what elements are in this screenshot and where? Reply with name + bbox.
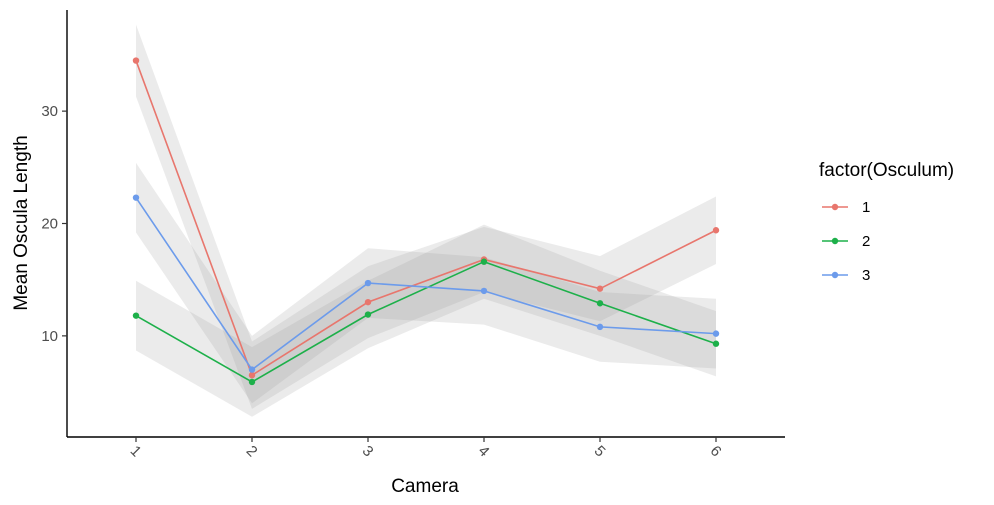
- data-point-series-1-camera-3: [364, 298, 372, 306]
- x-tick-label: 6: [707, 442, 725, 460]
- series-points: [132, 57, 720, 386]
- data-point-series-1-camera-5: [596, 285, 604, 292]
- x-tick-label: 5: [591, 442, 609, 460]
- data-point-series-3-camera-6: [712, 330, 720, 337]
- confidence-bands: [136, 24, 716, 417]
- legend-label: 2: [862, 233, 870, 250]
- data-point-series-3-camera-4: [480, 287, 488, 295]
- legend-items: 1 2 3: [822, 199, 870, 284]
- legend-key-point: [831, 237, 839, 245]
- y-tick-label: 20: [41, 216, 58, 233]
- data-point-series-3-camera-2: [248, 366, 256, 373]
- legend-key-point: [831, 271, 839, 279]
- data-point-series-1-camera-1: [132, 57, 140, 64]
- series-line-3: [135, 197, 717, 371]
- data-point-series-3-camera-3: [364, 279, 372, 287]
- x-tick-label: 3: [359, 442, 377, 460]
- legend-label: 3: [862, 267, 870, 284]
- legend-key-point: [831, 203, 839, 211]
- data-point-series-1-camera-6: [712, 227, 720, 234]
- legend-item-2: 2: [822, 233, 870, 250]
- legend: factor(Osculum) 1 2 3: [819, 160, 954, 284]
- data-point-series-1-camera-2: [248, 371, 256, 379]
- legend-item-3: 3: [822, 267, 870, 284]
- data-point-series-3-camera-1: [132, 194, 140, 201]
- x-axis-title: Camera: [391, 476, 459, 497]
- data-point-series-3-camera-5: [596, 323, 604, 331]
- x-tick-label: 4: [475, 442, 493, 460]
- data-point-series-2-camera-3: [364, 311, 372, 318]
- data-point-series-2-camera-1: [132, 312, 140, 319]
- y-tick-label: 10: [41, 328, 58, 345]
- series-lines: [135, 60, 717, 383]
- x-tick-label: 1: [127, 442, 145, 460]
- data-point-series-2-camera-5: [596, 300, 604, 307]
- y-tick-label: 30: [41, 103, 58, 120]
- x-axis-ticks: 1 2 3 4 5 6: [127, 437, 725, 460]
- series-line-2: [135, 260, 717, 383]
- confidence-band-series-2: [136, 224, 716, 417]
- data-point-series-2-camera-4: [480, 258, 488, 265]
- legend-label: 1: [862, 199, 870, 216]
- data-point-series-2-camera-2: [248, 378, 256, 386]
- series-line-1: [135, 60, 717, 377]
- confidence-band-series-3: [136, 162, 716, 404]
- x-tick-label: 2: [243, 442, 261, 460]
- y-axis-ticks: 10 20 30: [41, 103, 67, 345]
- y-axis-title: Mean Oscula Length: [11, 135, 32, 310]
- legend-title: factor(Osculum): [819, 160, 954, 181]
- confidence-band-series-1: [136, 24, 716, 409]
- data-point-series-2-camera-6: [712, 340, 720, 347]
- legend-item-1: 1: [822, 199, 870, 216]
